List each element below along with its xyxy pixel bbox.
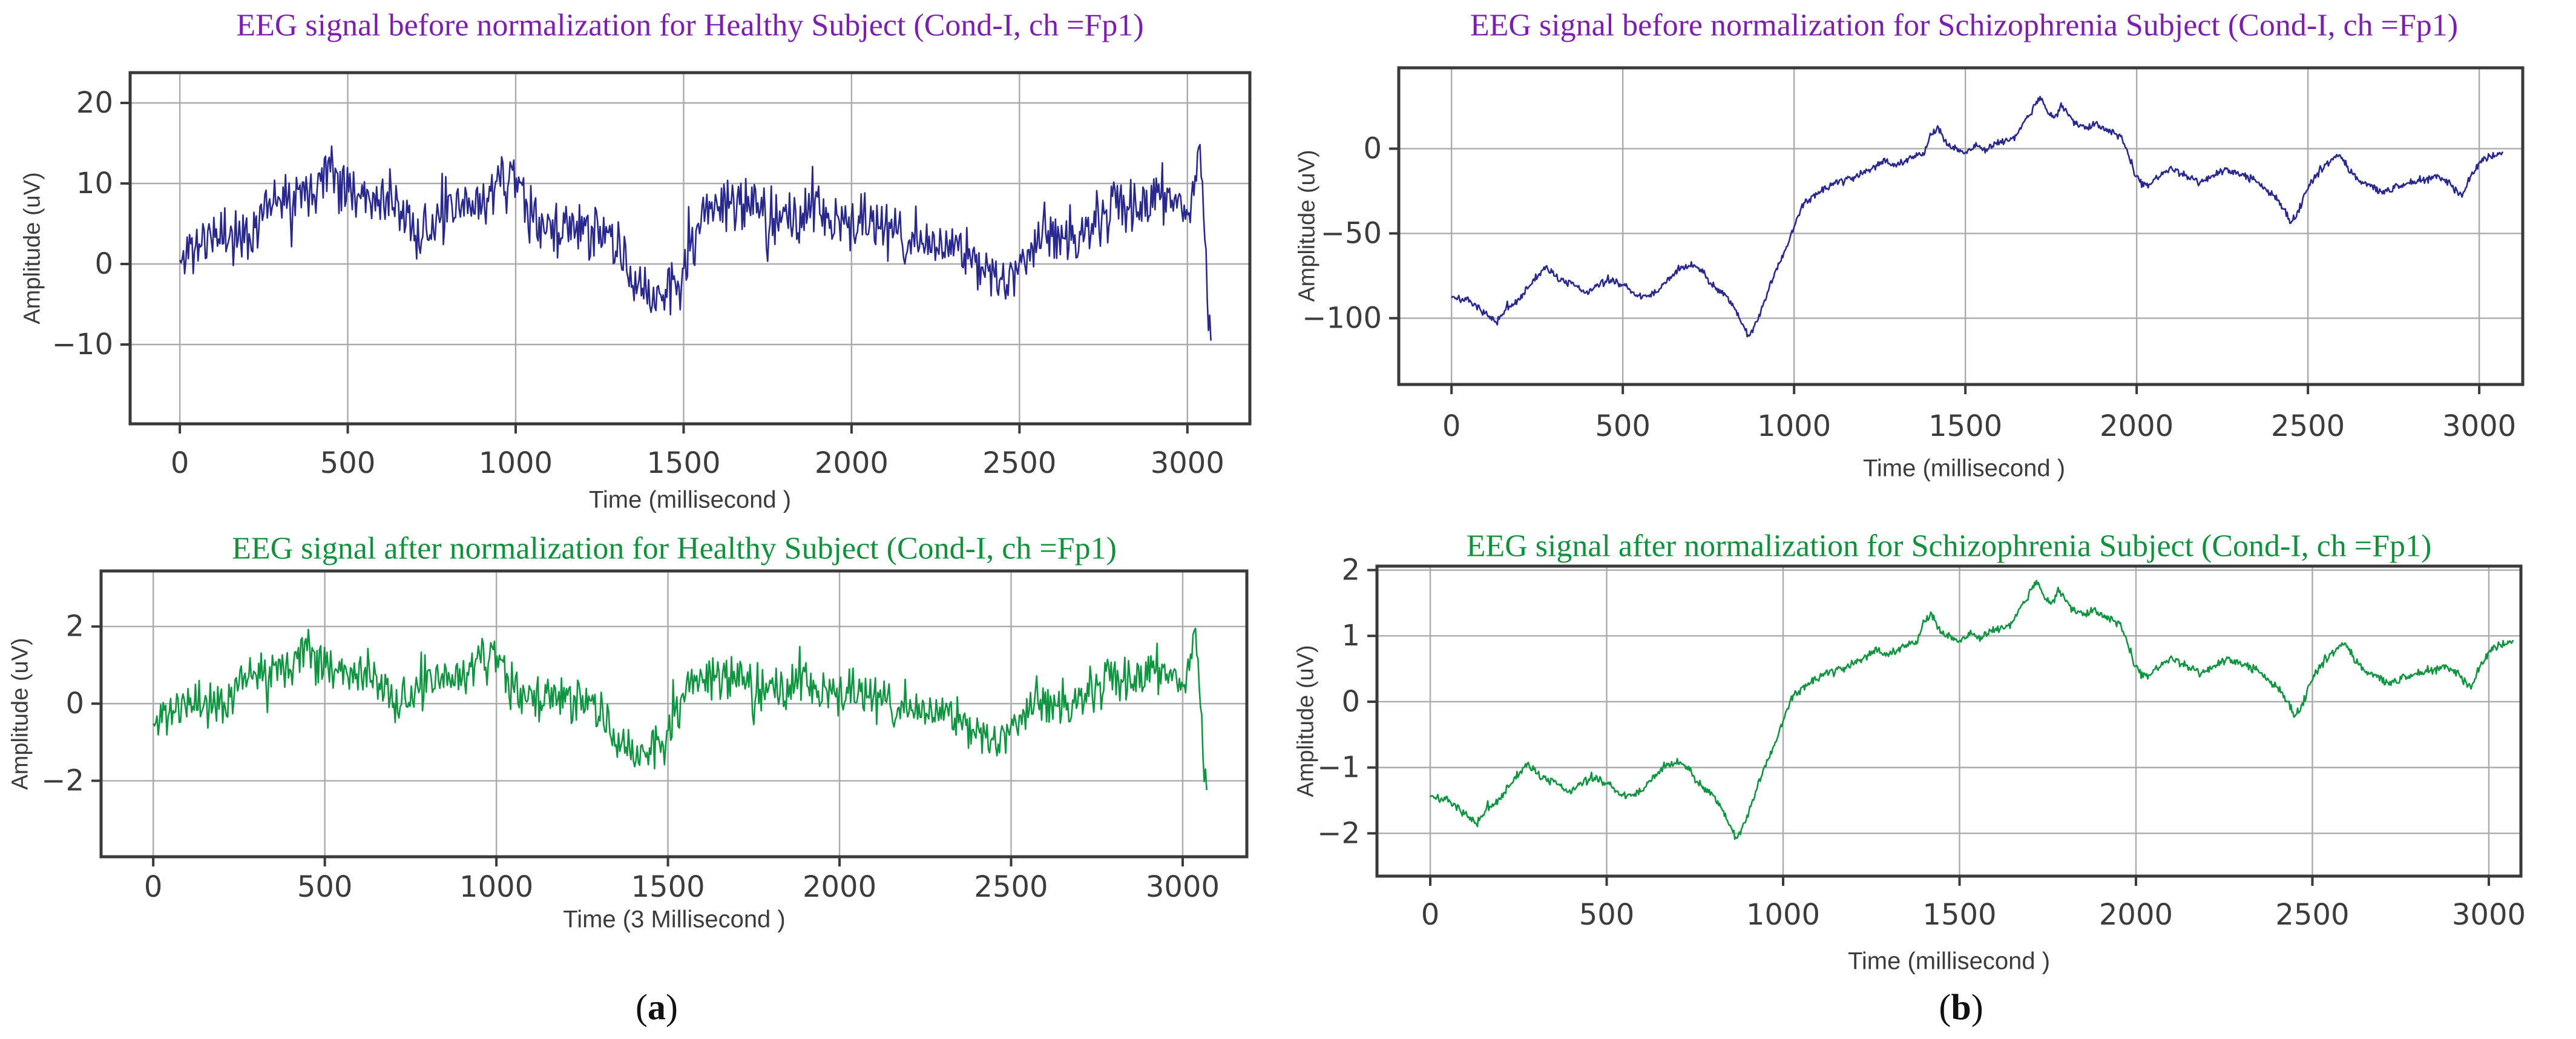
svg-text:−1: −1: [1317, 751, 1360, 785]
y-axis-label-before-healthy: Amplitude (uV): [19, 172, 45, 325]
svg-text:0: 0: [94, 247, 113, 281]
panel-plot-0: 0 500 1000 1500 2000 2500 3000 20 10 0 −10: [52, 71, 1252, 480]
svg-text:3000: 3000: [2442, 409, 2516, 443]
svg-text:1000: 1000: [1757, 409, 1831, 443]
x-axis-label-before-schizophrenia: Time (millisecond ): [1862, 455, 2066, 482]
svg-text:2000: 2000: [2099, 898, 2173, 932]
panel-plot-2: 0 500 1000 1500 2000 2500 3000 2 0 −2: [41, 569, 1249, 904]
svg-text:2000: 2000: [815, 446, 889, 480]
x-axis-label-before-healthy: Time (millisecond ): [588, 486, 792, 513]
svg-text:0: 0: [171, 446, 189, 480]
svg-text:500: 500: [320, 446, 376, 480]
svg-text:−2: −2: [1317, 816, 1360, 850]
svg-text:2500: 2500: [2275, 898, 2349, 932]
svg-text:3000: 3000: [2452, 898, 2526, 932]
svg-text:1000: 1000: [459, 870, 533, 904]
panel-plot-3: 0 500 1000 1500 2000 2500 3000 2 1 0 −1 −2: [1317, 553, 2526, 932]
svg-text:1500: 1500: [1922, 898, 1996, 932]
svg-text:1500: 1500: [646, 446, 720, 480]
svg-text:1500: 1500: [1928, 409, 2002, 443]
y-axis-label-after-schizophrenia: Amplitude (uV): [1293, 645, 1319, 797]
eeg-signal-line-1: [1451, 96, 2503, 338]
eeg-signal-line-3: [1430, 579, 2514, 840]
svg-text:0: 0: [144, 870, 163, 904]
title-before-healthy: EEG signal before normalization for Heal…: [236, 8, 1144, 43]
svg-text:2: 2: [65, 610, 84, 644]
y-axis-label-after-healthy: Amplitude (uV): [7, 638, 33, 790]
panel-plot-1: 0 500 1000 1500 2000 2500 3000 0 −50 −100: [1302, 66, 2525, 443]
x-axis-label-after-schizophrenia: Time (millisecond ): [1847, 948, 2051, 975]
svg-text:0: 0: [1363, 132, 1382, 166]
svg-text:10: 10: [76, 167, 113, 200]
svg-text:500: 500: [1579, 898, 1635, 932]
svg-text:500: 500: [297, 870, 353, 904]
svg-text:0: 0: [65, 687, 84, 721]
svg-text:−2: −2: [41, 764, 84, 798]
svg-text:0: 0: [1341, 685, 1360, 719]
title-before-schizophrenia: EEG signal before normalization for Schi…: [1470, 8, 2459, 43]
svg-text:500: 500: [1595, 409, 1651, 443]
caption-b: (b): [1939, 987, 1983, 1027]
svg-text:0: 0: [1442, 409, 1461, 443]
svg-text:2500: 2500: [2271, 409, 2345, 443]
svg-text:2000: 2000: [2100, 409, 2174, 443]
svg-text:2000: 2000: [803, 870, 876, 904]
eeg-signal-line-2: [153, 627, 1208, 791]
svg-text:3000: 3000: [1151, 446, 1224, 480]
svg-text:2500: 2500: [982, 446, 1056, 480]
title-after-schizophrenia: EEG signal after normalization for Schiz…: [1466, 529, 2432, 564]
caption-a: (a): [636, 987, 678, 1027]
x-axis-label-after-healthy: Time (3 Millisecond ): [563, 906, 786, 933]
svg-text:2: 2: [1341, 553, 1360, 587]
title-after-healthy: EEG signal after normalization for Healt…: [232, 531, 1117, 566]
svg-text:3000: 3000: [1146, 870, 1220, 904]
y-axis-label-before-schizophrenia: Amplitude (uV): [1294, 150, 1320, 302]
svg-text:1000: 1000: [1746, 898, 1820, 932]
svg-text:2500: 2500: [974, 870, 1048, 904]
svg-text:20: 20: [76, 86, 113, 120]
svg-text:−50: −50: [1321, 217, 1382, 251]
svg-text:−100: −100: [1302, 302, 1382, 335]
svg-text:0: 0: [1421, 898, 1440, 932]
svg-text:1: 1: [1341, 619, 1360, 653]
svg-text:1000: 1000: [479, 446, 553, 480]
svg-text:1500: 1500: [631, 870, 705, 904]
eeg-signal-line-0: [179, 143, 1212, 341]
svg-text:−10: −10: [52, 328, 113, 361]
